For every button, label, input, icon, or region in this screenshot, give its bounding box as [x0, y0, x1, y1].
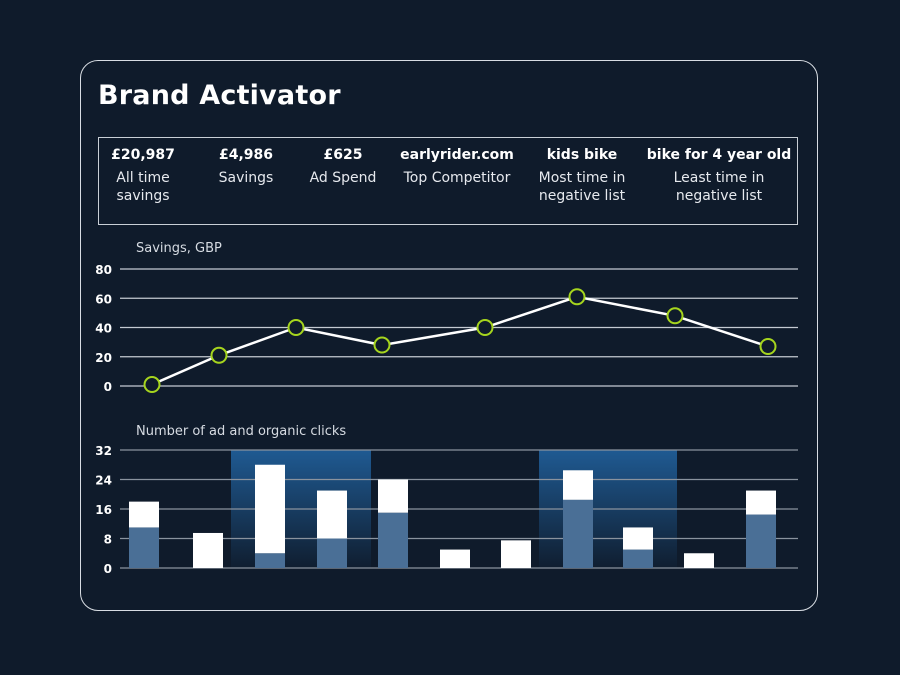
stat-value: kids bike [546, 147, 618, 163]
data-point [373, 336, 391, 354]
savings-line [151, 295, 769, 386]
bar-organic-clicks [684, 553, 714, 568]
page-title: Brand Activator [98, 80, 341, 111]
bar-organic-clicks [317, 490, 347, 539]
stat-label: Most time in negative list [538, 170, 626, 204]
bar-ad-clicks [563, 499, 593, 568]
y-tick-label: 0 [104, 562, 112, 576]
stat-label: Least time in negative list [673, 170, 765, 204]
bar-ad-clicks [378, 512, 408, 568]
y-tick-label: 32 [95, 444, 112, 458]
y-tick-label: 80 [95, 263, 112, 277]
bar-organic-clicks [129, 501, 159, 528]
y-tick-label: 40 [95, 322, 112, 336]
bar-ad-clicks [746, 514, 776, 568]
data-point [476, 319, 494, 336]
data-point [568, 288, 586, 306]
bar-ad-clicks [129, 527, 159, 568]
bar-organic-clicks [623, 527, 653, 550]
stat-item: earlyrider.com Top Competitor [400, 147, 514, 187]
bar-organic-clicks [563, 470, 593, 500]
stat-item: £625 Ad Spend [310, 147, 377, 187]
bar-organic-clicks [501, 540, 531, 568]
bar-ad-clicks [317, 538, 347, 568]
bar-organic-clicks [193, 532, 223, 568]
stat-value: £20,987 [111, 147, 175, 163]
stats-panel: £20,987 All time savings £4,986 Savings £625… [98, 137, 798, 225]
bar-organic-clicks [746, 490, 776, 515]
bar-organic-clicks [378, 479, 408, 513]
stat-item: kids bike Most time in negative list [539, 147, 626, 205]
bar-organic-clicks [255, 464, 285, 554]
stat-label: Ad Spend [309, 170, 377, 186]
data-point [666, 307, 684, 325]
dashboard-card [80, 60, 818, 611]
bar-ad-clicks [255, 553, 285, 568]
stat-item: £4,986 Savings [219, 147, 274, 187]
y-tick-label: 16 [95, 503, 112, 517]
stat-label: Savings [218, 170, 274, 186]
y-tick-label: 0 [104, 380, 112, 394]
stat-value: £625 [323, 147, 363, 163]
data-point [287, 319, 305, 336]
stat-item: bike for 4 year old Least time in negativ… [647, 147, 792, 205]
bar-chart-title: Number of ad and organic clicks [136, 424, 346, 439]
stat-label: Top Competitor [403, 170, 511, 186]
line-chart-title: Savings, GBP [136, 241, 222, 256]
stat-item: £20,987 All time savings [111, 147, 175, 205]
data-point [759, 338, 777, 356]
y-tick-label: 24 [95, 474, 112, 488]
bar-ad-clicks [623, 549, 653, 568]
stat-value: £4,986 [218, 147, 274, 163]
bar-organic-clicks [440, 549, 470, 568]
y-tick-label: 60 [95, 292, 112, 306]
stat-value: bike for 4 year old [646, 147, 792, 163]
y-tick-label: 20 [95, 351, 112, 365]
data-point [210, 346, 228, 364]
stat-label: All time savings [116, 170, 170, 204]
stat-value: earlyrider.com [400, 147, 514, 163]
y-tick-label: 8 [104, 533, 112, 547]
data-point [143, 376, 161, 394]
